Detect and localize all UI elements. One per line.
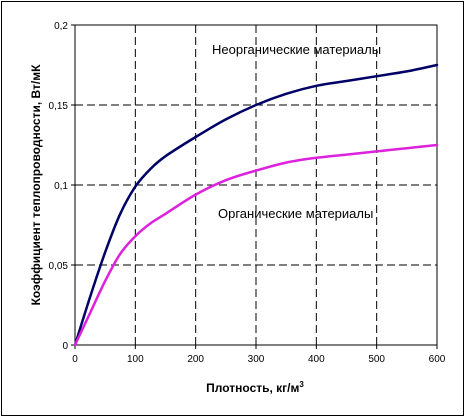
x-tick-label: 300 bbox=[248, 354, 265, 365]
y-axis-label: Коэффициент теплопроводности, Вт/мК bbox=[29, 64, 43, 306]
x-tick-label: 100 bbox=[127, 354, 144, 365]
series-line-inorganic bbox=[73, 63, 439, 347]
x-axis-label: Плотность, кг/м3 bbox=[206, 380, 304, 395]
y-tick-label: 0 bbox=[62, 341, 68, 352]
x-axis-label-superscript: 3 bbox=[299, 380, 304, 389]
y-tick-label: 0,05 bbox=[49, 261, 69, 272]
grid-lines bbox=[75, 25, 437, 345]
x-tick-label: 400 bbox=[308, 354, 325, 365]
x-tick-label: 0 bbox=[72, 354, 78, 365]
y-tick-label: 0,2 bbox=[54, 21, 68, 32]
series-label-organic: Органические материалы bbox=[218, 206, 373, 221]
series-line-organic bbox=[73, 143, 439, 347]
x-tick-label: 600 bbox=[429, 354, 446, 365]
x-tick-label: 500 bbox=[368, 354, 385, 365]
y-tick-label: 0,15 bbox=[49, 101, 69, 112]
series-label-inorganic: Неорганические материалы bbox=[212, 42, 381, 57]
axis-ticks: 0 100 200 300 400 500 600 0 0,05 0,1 0,15 0,2 bbox=[49, 21, 446, 365]
x-axis-label-text: Плотность, кг/м bbox=[206, 381, 299, 395]
x-tick-label: 200 bbox=[187, 354, 204, 365]
y-tick-label: 0,1 bbox=[54, 181, 68, 192]
series-lines bbox=[73, 63, 439, 347]
